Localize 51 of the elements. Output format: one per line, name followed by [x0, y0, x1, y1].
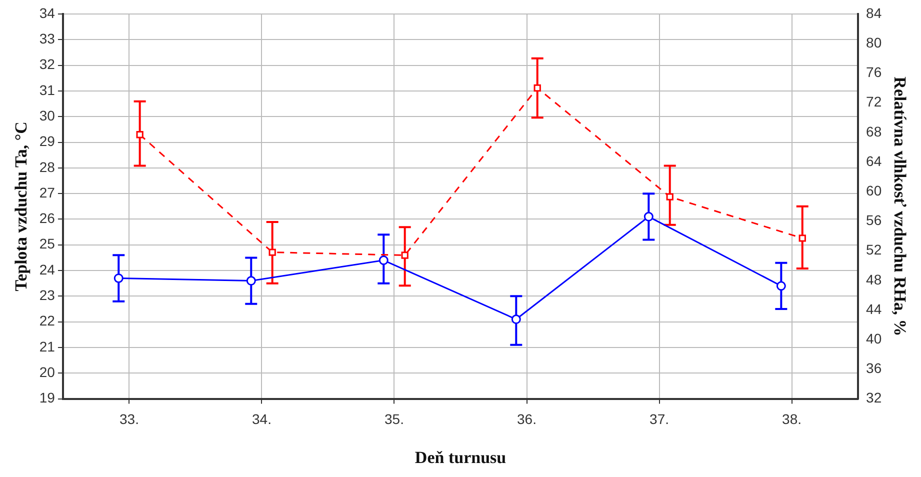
- y2-tick-label: 32: [866, 390, 882, 406]
- y-tick-label: 26: [39, 210, 56, 226]
- point: [534, 84, 541, 92]
- x-tick-label: 37.: [650, 411, 669, 428]
- y2-tick-label: 60: [866, 182, 882, 198]
- point: [776, 281, 786, 291]
- y2-tick-label: 40: [866, 330, 882, 346]
- x-tick-label: 33.: [119, 411, 139, 428]
- y-tick-label: 28: [39, 158, 56, 175]
- point: [798, 234, 806, 242]
- y-tick-label: 20: [39, 364, 56, 380]
- y2-tick-label: 72: [866, 94, 882, 110]
- y2-tick-label: 80: [866, 34, 882, 50]
- y2-tick-label: 52: [866, 242, 882, 258]
- y-tick-label: 34: [39, 4, 56, 21]
- y-tick-label: 25: [39, 236, 56, 252]
- y2-tick-label: 36: [866, 360, 882, 376]
- y-tick-label: 33: [39, 30, 56, 47]
- y-tick-label: 27: [39, 184, 56, 200]
- y2-tick-label: 68: [866, 123, 882, 140]
- point: [644, 212, 654, 222]
- y-tick-label: 21: [39, 338, 56, 354]
- y-tick-label: 31: [39, 82, 56, 98]
- x-tick-label: 38.: [782, 411, 802, 428]
- y2-tick-label: 56: [866, 212, 882, 228]
- y-tick-label: 29: [39, 133, 56, 150]
- y2-tick-label: 48: [866, 271, 882, 288]
- point: [378, 256, 388, 266]
- x-axis-title: Deň turnusu: [414, 448, 506, 468]
- y-tick-label: 19: [39, 390, 56, 406]
- y-tick-label: 22: [39, 312, 56, 329]
- y-tick-label: 23: [39, 287, 56, 304]
- y2-axis-title: Relatívna vlhkosť vzduchu RHa, %: [890, 76, 910, 336]
- x-tick-label: 36.: [517, 411, 536, 428]
- y-tick-label: 32: [39, 56, 56, 72]
- x-tick-label: 34.: [252, 411, 272, 428]
- y-tick-label: 24: [39, 261, 56, 278]
- point: [511, 314, 521, 324]
- x-tick-label: 35.: [384, 411, 404, 428]
- y2-tick-label: 76: [866, 64, 882, 80]
- point: [114, 273, 124, 283]
- point: [136, 131, 144, 138]
- y-axis-title: Teplota vzduchu Ta, °C: [12, 122, 31, 292]
- y-tick-label: 30: [39, 107, 56, 124]
- y2-tick-label: 64: [866, 152, 882, 169]
- y2-tick-label: 84: [866, 4, 882, 21]
- y2-tick-label: 44: [866, 300, 882, 317]
- point: [246, 276, 256, 286]
- point: [666, 193, 674, 200]
- point: [401, 252, 408, 259]
- point: [268, 248, 276, 256]
